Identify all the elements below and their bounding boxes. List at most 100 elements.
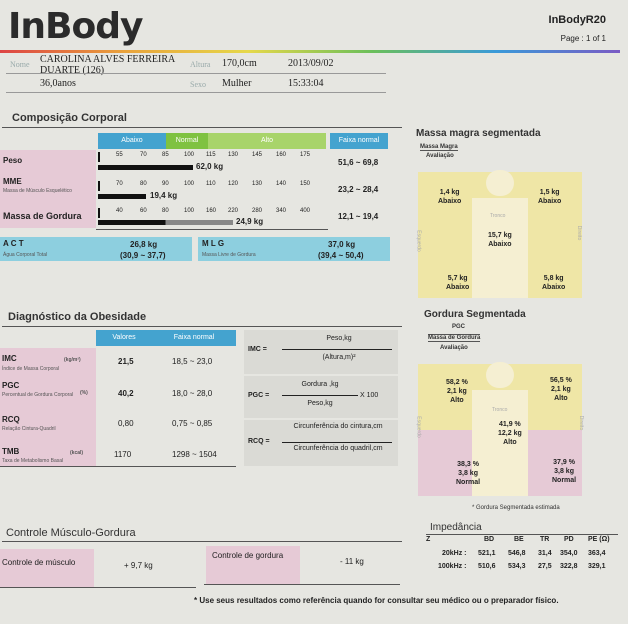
patient-name-line1: CAROLINA ALVES FERREIRA — [40, 54, 176, 65]
fat-left-leg: 38,3 % 3,8 kg Normal — [456, 461, 481, 486]
page-indicator: Page : 1 of 1 — [560, 34, 606, 43]
obesity-labels-bg — [0, 348, 96, 466]
lean-body-torso — [472, 198, 528, 298]
lean-right-leg: 5,8 kg Abaixo — [542, 275, 566, 291]
mlg-range: (39,4 ~ 50,4) — [318, 251, 364, 260]
gordura-scale: 40 60 80 100 160 220 280 340 400 — [98, 208, 328, 218]
lean-side-right: Direito — [576, 225, 583, 241]
mme-range: 23,2 ~ 28,4 — [338, 185, 379, 194]
fat-trunk-label: Tronco — [492, 407, 508, 413]
gordura-row-bg — [0, 204, 96, 228]
lean-seg-title: Massa magra segmentada — [416, 128, 541, 139]
mlg-value: 37,0 kg — [328, 240, 356, 249]
lean-seg-header-bottom: Avaliação — [426, 153, 454, 159]
fat-seg-header-top: PGC — [452, 324, 466, 330]
obesity-col-values: Valores — [96, 330, 152, 346]
peso-label: Peso — [3, 156, 23, 165]
fat-seg-header-mid: Massa de Gordura — [428, 334, 481, 342]
fat-seg-header-bottom: Avaliação — [440, 345, 468, 351]
mme-bar — [98, 194, 146, 199]
fat-seg-note: * Gordura Segmentada estimada — [472, 505, 560, 511]
fat-body-torso — [472, 390, 528, 496]
mme-sublabel: Massa de Músculo Esquelético — [3, 188, 72, 194]
lean-right-arm: 1,5 kg Abaixo — [538, 189, 562, 205]
obesity-title: Diagnóstico da Obesidade — [8, 311, 147, 323]
footer-note: * Use seus resultados como referência qu… — [194, 596, 559, 605]
name-label: Nome — [10, 60, 30, 69]
peso-range: 51,6 ~ 69,8 — [338, 158, 379, 167]
rcq-label: RCQ — [2, 415, 20, 424]
fat-body-head — [486, 362, 514, 388]
act-label: A C T — [3, 239, 24, 248]
imc-formula: IMC = Peso,kg (Altura,m)² — [244, 330, 398, 374]
imc-label: IMC — [2, 354, 17, 363]
tmb-label: TMB — [2, 447, 20, 456]
gordura-bar — [98, 220, 233, 225]
patient-name-line2: DUARTE (126) — [40, 65, 105, 76]
rcq-value: 0,80 — [118, 419, 134, 428]
lean-left-arm: 1,4 kg Abaixo — [438, 189, 462, 205]
fat-right-leg: 37,9 % 3,8 kg Normal — [552, 459, 577, 484]
model-name: InBodyR20 — [548, 14, 606, 26]
muscle-control-label: Controle de músculo — [2, 558, 76, 567]
act-sublabel: Água Corporal Total — [3, 252, 48, 258]
mme-label: MME — [3, 177, 22, 186]
col-abaixo: Abaixo — [98, 133, 166, 149]
col-faixa-normal: Faixa normal — [330, 133, 388, 149]
gordura-range: 12,1 ~ 19,4 — [338, 212, 379, 221]
lean-left-leg: 5,7 kg Abaixo — [446, 275, 470, 291]
height-label: Altura — [190, 60, 211, 69]
patient-age: 36,0anos — [40, 78, 76, 89]
imc-value: 21,5 — [118, 357, 134, 366]
pgc-value: 40,2 — [118, 389, 134, 398]
lean-body-head — [486, 170, 514, 196]
rcq-range: 0,75 ~ 0,85 — [172, 419, 213, 428]
fat-left-arm: 58,2 % 2,1 kg Alto — [446, 379, 468, 404]
col-alto: Alto — [208, 133, 326, 149]
mlg-label: M L G — [202, 239, 225, 248]
muscle-control-label-bg — [0, 549, 94, 587]
fat-seg-title: Gordura Segmentada — [424, 309, 526, 320]
mlg-box — [198, 237, 390, 261]
mme-value: 19,4 kg — [150, 191, 178, 200]
patient-sex: Mulher — [222, 78, 252, 89]
peso-value: 62,0 kg — [196, 162, 224, 171]
muscle-control-value: + 9,7 kg — [124, 561, 153, 570]
patient-height: 170,0cm — [222, 58, 257, 69]
fat-control-value: - 11 kg — [340, 557, 364, 566]
control-title: Controle Músculo-Gordura — [6, 527, 136, 539]
rcq-formula: RCQ = Circunferência do cintura,cm Circu… — [244, 420, 398, 466]
impedance-table: Z BD BE TR PD PE (Ω) 20kHz : 521,1 546,8… — [426, 536, 610, 570]
mlg-sublabel: Massa Livre de Gordura — [202, 252, 256, 258]
imc-range: 18,5 ~ 23,0 — [172, 357, 213, 366]
fat-trunk: 41,9 % 12,2 kg Alto — [498, 421, 522, 446]
impedance-title: Impedância — [430, 522, 482, 533]
fat-control-label-bg — [206, 546, 300, 584]
tmb-range: 1298 ~ 1504 — [172, 450, 217, 459]
pgc-range: 18,0 ~ 28,0 — [172, 389, 213, 398]
pgc-label: PGC — [2, 381, 20, 390]
mme-scale: 70 80 90 100 110 120 130 140 150 — [98, 181, 328, 191]
sex-label: Sexo — [190, 80, 206, 89]
composition-title: Composição Corporal — [12, 112, 127, 124]
pgc-formula: PGC = Gordura ,kg Peso,kg X 100 — [244, 376, 398, 418]
peso-row-bg — [0, 150, 96, 174]
patient-info: Nome CAROLINA ALVES FERREIRA DUARTE (126… — [0, 54, 420, 94]
gordura-value: 24,9 kg — [236, 217, 264, 226]
fat-side-left: Esquerdo — [415, 416, 422, 438]
lean-seg-header-top: Massa Magra — [420, 144, 458, 151]
lean-trunk: 15,7 kg Abaixo — [488, 232, 512, 248]
exam-time: 15:33:04 — [288, 78, 324, 89]
exam-date: 2013/09/02 — [288, 58, 334, 69]
gordura-label: Massa de Gordura — [3, 211, 82, 221]
peso-scale: 55 70 85 100 115 130 145 160 175 — [98, 152, 328, 162]
tmb-value: 1170 — [114, 450, 132, 459]
fat-right-arm: 56,5 % 2,1 kg Alto — [550, 377, 572, 402]
header-rainbow-line — [0, 50, 620, 53]
act-box — [0, 237, 192, 261]
act-range: (30,9 ~ 37,7) — [120, 251, 166, 260]
lean-side-left: Esquerdo — [415, 230, 422, 252]
act-value: 26,8 kg — [130, 240, 158, 249]
fat-side-right: Direito — [578, 415, 585, 431]
fat-control-label: Controle de gordura — [212, 551, 284, 560]
